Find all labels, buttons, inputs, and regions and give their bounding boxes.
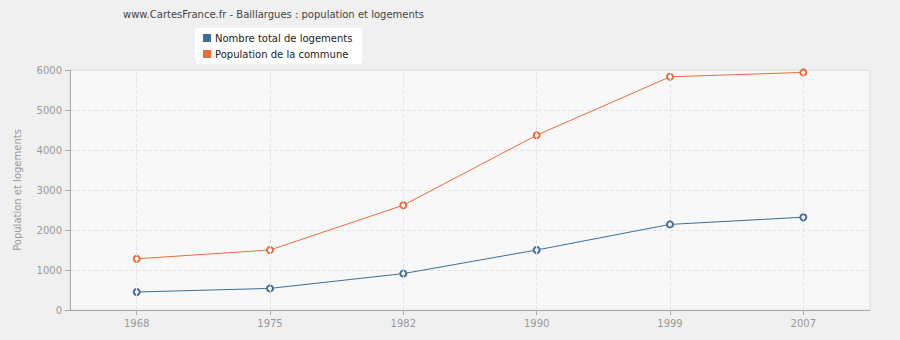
svg-text:2007: 2007 [791, 318, 816, 329]
svg-text:www.CartesFrance.fr - Baillarg: www.CartesFrance.fr - Baillargues : popu… [123, 9, 424, 20]
svg-text:1975: 1975 [257, 318, 282, 329]
svg-text:1999: 1999 [657, 318, 682, 329]
svg-text:1982: 1982 [391, 318, 416, 329]
svg-text:1968: 1968 [124, 318, 149, 329]
svg-text:5000: 5000 [37, 105, 62, 116]
svg-text:1000: 1000 [37, 265, 62, 276]
svg-text:4000: 4000 [37, 145, 62, 156]
svg-text:3000: 3000 [37, 185, 62, 196]
svg-text:Population de la commune: Population de la commune [215, 49, 348, 60]
svg-text:0: 0 [56, 305, 62, 316]
svg-text:6000: 6000 [37, 65, 62, 76]
svg-text:2000: 2000 [37, 225, 62, 236]
svg-text:Nombre total de logements: Nombre total de logements [215, 33, 352, 44]
svg-text:Population et logements: Population et logements [12, 129, 23, 251]
svg-text:1990: 1990 [524, 318, 549, 329]
